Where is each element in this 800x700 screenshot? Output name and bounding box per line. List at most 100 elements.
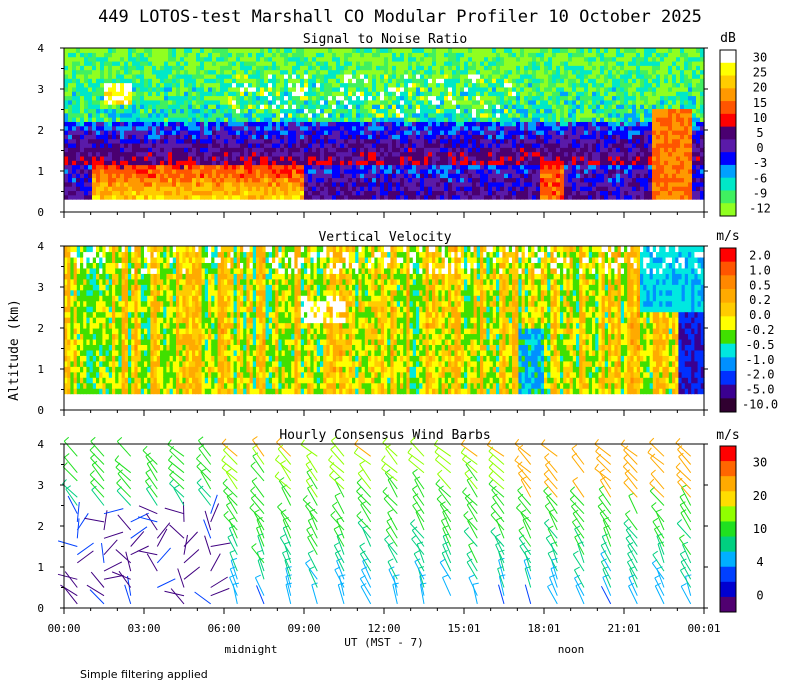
snr-cell [300, 147, 305, 153]
snr-cell [480, 138, 485, 144]
snr-cell [200, 56, 205, 62]
snr-cell [124, 177, 129, 183]
snr-cell [184, 151, 189, 157]
snr-cell [352, 138, 357, 144]
snr-cell [104, 78, 109, 84]
snr-cell [336, 82, 341, 88]
snr-cell [376, 95, 381, 101]
snr-cell [156, 151, 161, 157]
snr-cell [560, 73, 565, 79]
snr-cell [240, 177, 245, 183]
snr-cell [368, 104, 373, 110]
snr-cell [524, 78, 529, 84]
snr-cell [456, 65, 461, 71]
snr-cell [612, 99, 617, 105]
snr-cell [312, 138, 317, 144]
snr-cell [372, 99, 377, 105]
snr-cell [280, 177, 285, 183]
snr-cell [268, 48, 273, 53]
snr-cell [552, 142, 557, 148]
snr-cell [460, 164, 465, 170]
snr-cell [552, 134, 557, 140]
snr-cell [392, 160, 397, 166]
snr-cell [276, 125, 281, 131]
snr-cell [452, 177, 457, 183]
snr-cell [260, 194, 265, 200]
snr-cell [604, 121, 609, 127]
snr-cell [160, 190, 165, 196]
snr-cell [268, 186, 273, 192]
snr-cell [592, 160, 597, 166]
snr-cell [180, 82, 185, 88]
snr-cell [108, 117, 113, 122]
snr-cell [568, 91, 573, 97]
snr-cell [436, 190, 441, 196]
snr-cell [472, 121, 477, 127]
snr-cell [128, 177, 133, 183]
snr-cell [528, 82, 533, 88]
snr-cell [412, 91, 417, 97]
snr-cell [488, 160, 493, 166]
snr-cell [200, 151, 205, 157]
snr-cell [548, 60, 553, 66]
snr-cell [584, 181, 589, 187]
snr-cell [616, 151, 621, 157]
snr-cell [140, 91, 145, 97]
snr-cell [328, 69, 333, 75]
snr-cell [532, 56, 537, 62]
snr-cell [344, 73, 349, 79]
snr-cell [176, 117, 181, 122]
snr-cell [304, 138, 309, 144]
snr-cell [204, 108, 209, 114]
snr-cell [164, 125, 169, 131]
snr-cell [100, 99, 105, 105]
snr-cell [468, 78, 473, 84]
snr-cell [576, 91, 581, 97]
snr-cell [480, 130, 485, 135]
snr-cell [200, 155, 205, 161]
snr-cell [368, 73, 373, 79]
snr-cell [444, 69, 449, 75]
snr-cell [92, 142, 97, 148]
snr-cell [228, 69, 233, 75]
snr-cell [308, 155, 313, 161]
snr-cell [260, 125, 265, 131]
snr-cell [588, 147, 593, 153]
snr-cell [100, 91, 105, 97]
snr-cell [336, 121, 341, 127]
snr-cell [264, 186, 269, 192]
snr-cell [196, 104, 201, 110]
snr-cell [124, 60, 129, 66]
snr-cell [368, 164, 373, 170]
snr-cell [560, 56, 565, 62]
snr-cell [536, 173, 541, 179]
snr-cell [224, 48, 229, 53]
snr-cell [496, 190, 501, 196]
snr-cell [484, 160, 489, 166]
snr-cell [468, 147, 473, 153]
snr-cell [408, 112, 413, 118]
snr-cell [104, 69, 109, 75]
snr-cell [276, 194, 281, 200]
snr-cell [408, 108, 413, 114]
snr-cell [364, 142, 369, 148]
snr-cell [200, 194, 205, 200]
snr-cell [472, 73, 477, 79]
snr-cell [168, 177, 173, 183]
snr-cell [88, 65, 93, 71]
snr-cell [344, 108, 349, 114]
snr-cell [180, 147, 185, 153]
snr-cell [564, 121, 569, 127]
snr-cell [368, 86, 373, 92]
snr-cell [620, 138, 625, 144]
snr-cell [184, 134, 189, 140]
snr-cell [260, 147, 265, 153]
snr-cell [460, 130, 465, 135]
snr-cell [312, 125, 317, 131]
snr-cell [304, 190, 309, 196]
snr-cell [328, 147, 333, 153]
snr-cell [132, 78, 137, 84]
snr-cell [340, 65, 345, 71]
snr-cell [536, 65, 541, 71]
snr-cell [496, 95, 501, 101]
